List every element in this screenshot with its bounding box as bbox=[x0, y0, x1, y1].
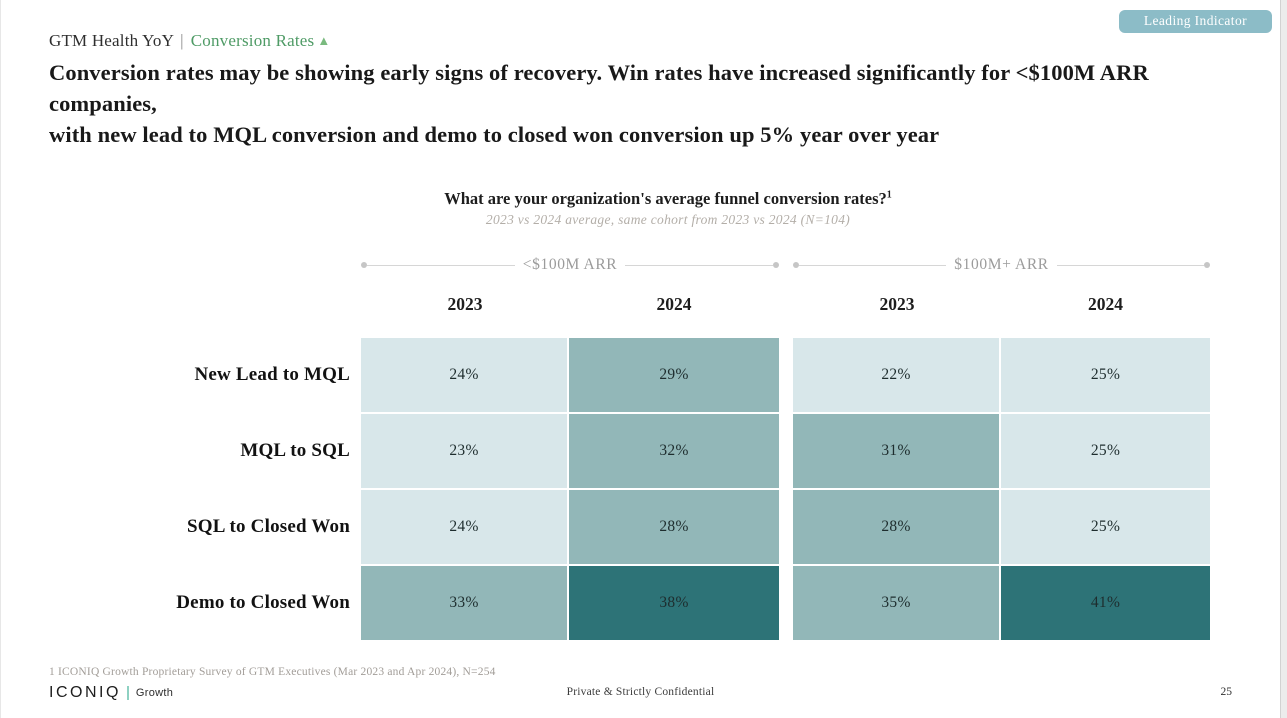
source-footnote: 1 ICONIQ Growth Proprietary Survey of GT… bbox=[49, 666, 496, 678]
slide-headline: Conversion rates may be showing early si… bbox=[49, 57, 1249, 150]
heatmap-cell: 23% bbox=[361, 414, 569, 488]
row-label: Demo to Closed Won bbox=[176, 592, 350, 613]
line-endpoint-dot bbox=[361, 262, 367, 268]
page-number: 25 bbox=[1220, 686, 1233, 698]
column-group-left: <$100M ARR bbox=[361, 250, 780, 280]
kicker-highlight: Conversion Rates bbox=[190, 31, 315, 50]
heatmap-cell: 25% bbox=[1001, 414, 1210, 488]
logo-divider-bar bbox=[126, 686, 129, 700]
chart-subtitle: 2023 vs 2024 average, same cohort from 2… bbox=[485, 212, 851, 227]
iconiq-growth-logo: ICONIQ Growth bbox=[49, 684, 173, 702]
heatmap-cell: 41% bbox=[1001, 566, 1210, 640]
kicker-prefix: GTM Health YoY bbox=[49, 31, 175, 50]
viewport-edge-strip bbox=[1280, 0, 1287, 718]
chart-title-footnote-marker: 1 bbox=[886, 189, 892, 201]
year-header: 2024 bbox=[656, 293, 692, 314]
heatmap-cell: 25% bbox=[1001, 338, 1210, 412]
headline-line-1: Conversion rates may be showing early si… bbox=[49, 60, 1149, 116]
heatmap-cell: 35% bbox=[793, 566, 1001, 640]
column-group-right-label: $100M+ ARR bbox=[954, 256, 1049, 273]
line-endpoint-dot bbox=[1204, 262, 1211, 268]
group-header-line bbox=[625, 264, 774, 266]
heatmap-cell: 24% bbox=[361, 490, 569, 564]
headline-line-2: with new lead to MQL conversion and demo… bbox=[49, 122, 940, 147]
heatmap-cell: 29% bbox=[569, 338, 779, 412]
heatmap-cell: 22% bbox=[793, 338, 1001, 412]
year-header: 2023 bbox=[447, 293, 483, 314]
heatmap-cell: 32% bbox=[569, 414, 779, 488]
conversion-heatmap: <$100M ARR $100M+ ARR 2023 2024 2023 202… bbox=[49, 250, 1211, 640]
line-endpoint-dot bbox=[773, 262, 780, 268]
logo-sub-label: Growth bbox=[135, 687, 174, 699]
column-group-left-label: <$100M ARR bbox=[522, 256, 618, 273]
line-endpoint-dot bbox=[793, 262, 799, 268]
confidentiality-notice: Private & Strictly Confidential bbox=[566, 686, 715, 698]
slide-footer: ICONIQ Growth Private & Strictly Confide… bbox=[49, 684, 1232, 702]
column-group-right: $100M+ ARR bbox=[793, 250, 1211, 280]
heatmap-cell: 31% bbox=[793, 414, 1001, 488]
logo-wordmark: ICONIQ bbox=[49, 684, 121, 701]
leading-indicator-badge: Leading Indicator bbox=[1118, 10, 1272, 33]
kicker-separator: | bbox=[180, 31, 184, 50]
chart-title: What are your organization's average fun… bbox=[49, 189, 1287, 209]
row-label: New Lead to MQL bbox=[194, 364, 350, 385]
chart-title-text: What are your organization's average fun… bbox=[444, 189, 887, 208]
heatmap-cell: 28% bbox=[793, 490, 1001, 564]
heatmap-cell: 33% bbox=[361, 566, 569, 640]
heatmap-cell: 28% bbox=[569, 490, 779, 564]
year-header: 2024 bbox=[1088, 293, 1123, 314]
heatmap-cell: 38% bbox=[569, 566, 779, 640]
year-header: 2023 bbox=[879, 293, 915, 314]
row-label: MQL to SQL bbox=[240, 440, 350, 461]
heatmap-cell: 25% bbox=[1001, 490, 1210, 564]
slide-kicker: GTM Health YoY | Conversion Rates ▲ bbox=[49, 31, 1287, 51]
row-label: SQL to Closed Won bbox=[186, 516, 350, 537]
heatmap-cell: 24% bbox=[361, 338, 569, 412]
trend-up-icon: ▲ bbox=[317, 33, 331, 48]
group-header-line bbox=[367, 264, 515, 266]
group-header-line bbox=[799, 264, 947, 266]
group-header-line bbox=[1056, 264, 1205, 266]
